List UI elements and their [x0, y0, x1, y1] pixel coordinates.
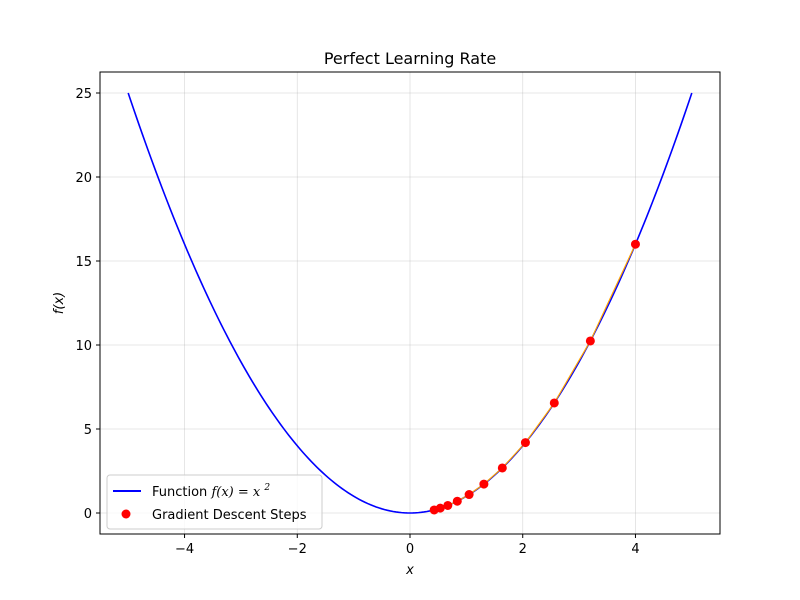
descent-step-arrow [589, 243, 636, 342]
x-tick-label: 2 [519, 542, 527, 557]
gradient-descent-point [520, 438, 530, 448]
x-axis-ticks: −4 −2 0 2 4 [175, 534, 640, 557]
x-tick-label: −2 [288, 542, 307, 557]
legend-function-superscript: 2 [263, 483, 270, 493]
legend: Function f(x) = x 2 Gradient Descent Ste… [106, 474, 323, 530]
gradient-descent-point [464, 490, 474, 500]
x-axis-label: x [405, 563, 414, 578]
function-curve [127, 92, 693, 514]
gradient-descent-point [630, 239, 640, 249]
legend-scatter-label: Gradient Descent Steps [152, 508, 307, 523]
legend-function-math: f(x) = x [210, 485, 260, 500]
y-tick-label: 15 [75, 255, 92, 270]
gradient-descent-point [429, 505, 439, 515]
plot-area [127, 92, 693, 515]
legend-function-prefix: Function [152, 485, 211, 500]
gradient-descent-point [549, 398, 559, 408]
legend-function-label: Function f(x) = x 2 [152, 483, 270, 500]
y-axis-ticks: 0 5 10 15 20 25 [75, 87, 100, 522]
y-tick-label: 5 [84, 423, 92, 438]
legend-scatter-swatch [121, 509, 131, 519]
x-tick-label: 4 [631, 542, 639, 557]
chart-title: Perfect Learning Rate [324, 49, 496, 68]
legend-box [106, 474, 323, 530]
gradient-descent-point [497, 463, 507, 473]
gradient-descent-point [452, 496, 462, 506]
y-tick-label: 0 [84, 507, 92, 522]
descent-step-arrow [524, 402, 555, 443]
gradient-descent-point [585, 336, 595, 346]
y-tick-label: 20 [75, 171, 92, 186]
y-axis-label: f(x) [52, 292, 67, 314]
gradient-descent-point [443, 500, 453, 510]
gradient-descent-point [479, 479, 489, 489]
y-tick-label: 10 [75, 339, 92, 354]
x-tick-label: 0 [406, 542, 414, 557]
descent-step-arrow [501, 442, 526, 469]
descent-step-arrow [553, 340, 591, 404]
x-tick-label: −4 [175, 542, 194, 557]
grid-lines [100, 72, 720, 534]
y-tick-label: 25 [75, 87, 92, 102]
